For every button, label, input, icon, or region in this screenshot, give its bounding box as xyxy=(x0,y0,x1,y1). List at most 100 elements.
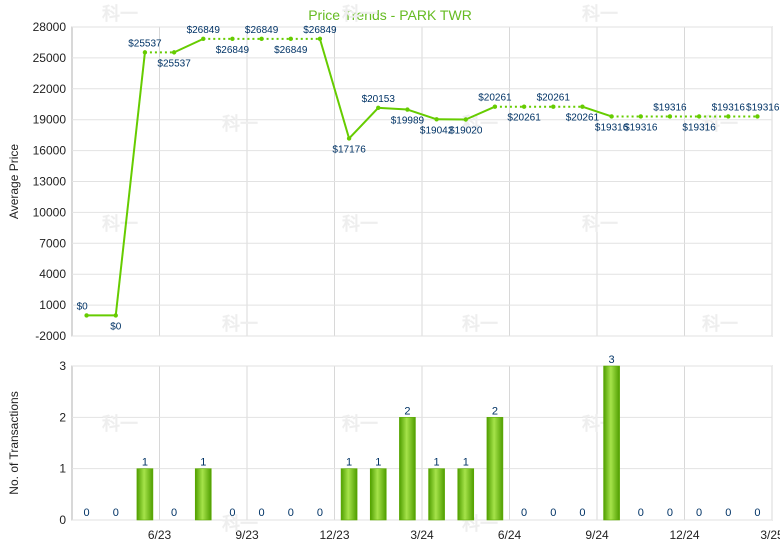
transaction-data-label: 0 xyxy=(725,507,731,519)
price-point xyxy=(347,136,351,140)
price-point xyxy=(697,114,701,118)
price-point xyxy=(755,114,759,118)
transaction-bar xyxy=(370,469,386,520)
price-y-tick-label: 4000 xyxy=(39,267,66,281)
price-y-tick-label: 19000 xyxy=(33,113,67,127)
price-data-label: $26849 xyxy=(187,25,221,36)
price-data-label: $19316 xyxy=(653,102,687,113)
transaction-data-label: 0 xyxy=(288,507,294,519)
price-data-label: $25537 xyxy=(157,58,191,69)
price-line-segment xyxy=(174,39,203,53)
x-tick-label: 12/23 xyxy=(319,528,349,542)
price-y-axis-title: Average Price xyxy=(7,144,21,219)
watermark: 科一 xyxy=(102,213,138,234)
transaction-data-label: 0 xyxy=(638,507,644,519)
transaction-data-label: 0 xyxy=(317,507,323,519)
transaction-data-label: 0 xyxy=(550,507,556,519)
transaction-data-label: 0 xyxy=(113,507,119,519)
price-data-label: $19316 xyxy=(712,102,746,113)
price-data-label: $0 xyxy=(110,321,122,332)
price-data-label: $17176 xyxy=(332,144,366,155)
price-line-segment xyxy=(349,108,378,139)
price-point xyxy=(318,37,322,41)
price-data-label: $26849 xyxy=(274,45,308,56)
watermark: 科一 xyxy=(102,413,138,434)
price-point xyxy=(551,105,555,109)
transactions-y-tick-label: 0 xyxy=(59,513,66,527)
price-point xyxy=(434,117,438,121)
price-data-label: $20261 xyxy=(537,93,571,104)
transaction-data-label: 1 xyxy=(200,457,206,469)
transaction-data-label: 0 xyxy=(667,507,673,519)
price-point xyxy=(230,37,234,41)
price-data-label: $19316 xyxy=(624,122,658,133)
transaction-data-label: 1 xyxy=(346,457,352,469)
transaction-data-label: 0 xyxy=(229,507,235,519)
price-data-label: $19316 xyxy=(682,122,716,133)
price-point xyxy=(464,117,468,121)
transaction-data-label: 1 xyxy=(142,457,148,469)
price-data-label: $19020 xyxy=(449,125,483,136)
price-y-tick-label: 22000 xyxy=(33,82,67,96)
watermark: 科一 xyxy=(342,413,378,434)
watermark: 科一 xyxy=(582,3,618,24)
price-point xyxy=(289,37,293,41)
price-line-segment xyxy=(378,108,407,110)
price-point xyxy=(726,114,730,118)
watermark: 科一 xyxy=(342,213,378,234)
transaction-data-label: 1 xyxy=(434,457,440,469)
transaction-data-label: 2 xyxy=(404,405,410,417)
transaction-data-label: 0 xyxy=(259,507,265,519)
watermark: 科一 xyxy=(342,3,378,24)
price-point xyxy=(668,114,672,118)
price-y-tick-label: 16000 xyxy=(33,144,67,158)
chart-title: Price Trends - PARK TWR xyxy=(308,7,472,23)
price-y-tick-label: 7000 xyxy=(39,236,66,250)
transaction-bar xyxy=(487,417,503,520)
price-y-tick-label: 25000 xyxy=(33,51,67,65)
transactions-y-tick-label: 2 xyxy=(59,410,66,424)
price-y-tick-label: 1000 xyxy=(39,298,66,312)
price-point xyxy=(493,105,497,109)
x-tick-label: 12/24 xyxy=(669,528,699,542)
price-y-tick-label: 10000 xyxy=(33,205,67,219)
price-point xyxy=(143,50,147,54)
price-point xyxy=(580,105,584,109)
transaction-data-label: 3 xyxy=(609,354,615,366)
transaction-data-label: 0 xyxy=(521,507,527,519)
watermark: 科一 xyxy=(222,113,258,134)
transaction-bar xyxy=(399,417,415,520)
price-data-label: $25537 xyxy=(128,38,162,49)
price-data-label: $20261 xyxy=(507,113,541,124)
transaction-bar xyxy=(137,469,153,520)
price-point xyxy=(201,37,205,41)
price-data-label: $26849 xyxy=(216,45,250,56)
watermark: 科一 xyxy=(222,313,258,334)
watermark: 科一 xyxy=(582,213,618,234)
price-line-segment xyxy=(116,52,145,315)
price-data-label: $20153 xyxy=(362,94,396,105)
price-data-label: $26849 xyxy=(245,25,279,36)
price-point xyxy=(84,313,88,317)
watermark: 科一 xyxy=(462,313,498,334)
watermark: 科一 xyxy=(222,513,258,534)
price-point xyxy=(639,114,643,118)
transaction-data-label: 1 xyxy=(375,457,381,469)
price-point xyxy=(405,107,409,111)
price-point xyxy=(172,50,176,54)
x-tick-label: 6/23 xyxy=(148,528,172,542)
price-y-tick-label: 13000 xyxy=(33,175,67,189)
transaction-bar xyxy=(429,469,445,520)
transaction-data-label: 1 xyxy=(463,457,469,469)
watermark: 科一 xyxy=(702,313,738,334)
price-y-tick-label: -2000 xyxy=(35,329,66,343)
transaction-data-label: 0 xyxy=(84,507,90,519)
price-point xyxy=(522,105,526,109)
x-tick-label: 6/24 xyxy=(498,528,522,542)
price-point xyxy=(259,37,263,41)
price-data-label: $20261 xyxy=(478,93,512,104)
price-data-label: $0 xyxy=(77,301,89,312)
x-tick-label: 3/25 xyxy=(760,528,780,542)
